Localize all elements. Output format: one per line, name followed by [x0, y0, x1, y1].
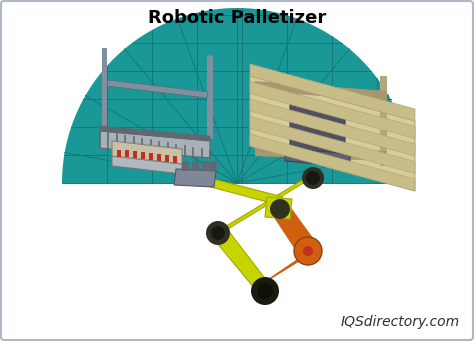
Bar — [157, 154, 161, 161]
Polygon shape — [100, 126, 210, 141]
Polygon shape — [192, 175, 283, 204]
Polygon shape — [265, 197, 292, 219]
Bar — [173, 156, 177, 163]
Polygon shape — [273, 203, 316, 256]
Circle shape — [206, 221, 230, 245]
Bar — [117, 150, 121, 157]
Circle shape — [294, 237, 322, 265]
Polygon shape — [212, 225, 270, 295]
Bar — [102, 48, 107, 128]
Polygon shape — [250, 76, 415, 191]
Bar — [165, 155, 169, 162]
Circle shape — [257, 283, 273, 299]
Circle shape — [270, 199, 290, 219]
Polygon shape — [250, 117, 415, 174]
Polygon shape — [62, 8, 412, 183]
Text: Robotic Palletizer: Robotic Palletizer — [148, 9, 326, 27]
Circle shape — [302, 167, 324, 189]
Bar — [210, 161, 217, 171]
Polygon shape — [260, 247, 316, 285]
Polygon shape — [174, 169, 216, 187]
Polygon shape — [250, 99, 415, 156]
Polygon shape — [107, 80, 208, 98]
Bar — [102, 53, 107, 128]
Circle shape — [306, 171, 320, 185]
Polygon shape — [255, 146, 387, 161]
Bar — [141, 152, 145, 159]
Bar — [133, 151, 137, 159]
Polygon shape — [213, 170, 319, 238]
Bar — [149, 153, 153, 160]
Bar — [202, 161, 209, 171]
Circle shape — [251, 277, 279, 305]
Polygon shape — [100, 131, 210, 158]
Bar — [192, 161, 199, 171]
Polygon shape — [255, 81, 387, 101]
Polygon shape — [290, 102, 345, 161]
Polygon shape — [207, 55, 213, 139]
Text: IQSdirectory.com: IQSdirectory.com — [341, 315, 460, 329]
Polygon shape — [112, 156, 182, 174]
Polygon shape — [250, 64, 415, 121]
Circle shape — [211, 226, 225, 240]
Polygon shape — [250, 134, 415, 191]
Polygon shape — [112, 141, 182, 164]
Circle shape — [303, 246, 313, 256]
Polygon shape — [250, 81, 415, 138]
Bar — [380, 76, 387, 166]
Polygon shape — [285, 148, 350, 167]
Bar — [125, 150, 129, 158]
Bar — [182, 161, 189, 171]
